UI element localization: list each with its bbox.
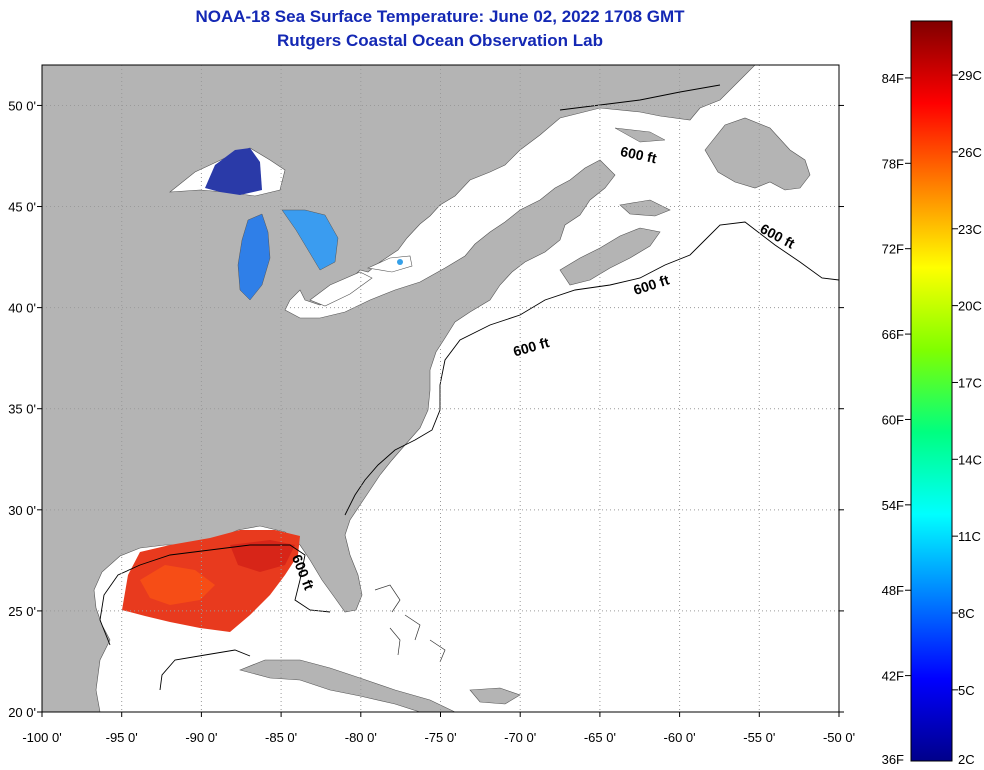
gulf-sst-patch-variation — [140, 565, 215, 605]
colorbar-f-label: 66F — [882, 327, 904, 342]
colorbar-c-label: 29C — [958, 68, 982, 83]
colorbar-f-label: 72F — [882, 242, 904, 257]
colorbar-f-label: 84F — [882, 71, 904, 86]
axis-ticks — [37, 104, 844, 717]
x-tick-label: -50 0' — [823, 730, 855, 745]
x-tick-label: -100 0' — [22, 730, 61, 745]
land-bahamas — [374, 584, 446, 663]
y-tick-label: 35 0' — [8, 402, 36, 417]
x-tick-label: -75 0' — [424, 730, 456, 745]
x-tick-label: -55 0' — [743, 730, 775, 745]
lake-superior-sst — [205, 148, 262, 195]
y-tick-label: 20 0' — [8, 705, 36, 720]
lake-erie — [309, 271, 373, 307]
colorbar-c-label: 17C — [958, 375, 982, 390]
chart-title: NOAA-18 Sea Surface Temperature: June 02… — [195, 7, 685, 26]
lake-huron-sst — [281, 209, 339, 271]
colorbar-c-label: 5C — [958, 683, 975, 698]
sst-map: 600 ft 600 ft 600 ft 600 ft 600 ft -100 … — [8, 64, 855, 745]
land-anticosti — [614, 127, 666, 143]
colorbar-c-label: 2C — [958, 752, 975, 767]
colorbar-f-label: 48F — [882, 583, 904, 598]
y-tick-label: 45 0' — [8, 200, 36, 215]
colorbar-f-label: 54F — [882, 498, 904, 513]
colorbar-c-label: 8C — [958, 606, 975, 621]
lake-ontario-sst — [397, 259, 403, 265]
colorbar-c-label: 11C — [958, 529, 981, 544]
land-cuba — [239, 659, 456, 712]
longitude-labels: -100 0' -95 0' -90 0' -85 0' -80 0' -75 0' -70… — [22, 730, 855, 745]
graticule — [42, 65, 839, 712]
colorbar-ticks — [905, 74, 958, 691]
colorbar-c-label: 23C — [958, 222, 982, 237]
colorbar-f-label: 60F — [882, 412, 904, 427]
x-tick-label: -80 0' — [345, 730, 377, 745]
x-tick-label: -65 0' — [584, 730, 616, 745]
colorbar-gradient — [910, 20, 953, 762]
gulf-sst-patch-warm — [230, 540, 295, 572]
isobath-contours — [99, 84, 839, 691]
colorbar-celsius-labels: 29C 26C 23C 20C 17C 14C 11C 8C 5C 2C — [958, 68, 982, 767]
colorbar-f-label: 78F — [882, 156, 904, 171]
land-hispaniola — [469, 687, 521, 705]
x-tick-label: -85 0' — [265, 730, 297, 745]
colorbar-f-label: 36F — [882, 752, 904, 767]
x-tick-label: -70 0' — [504, 730, 536, 745]
lake-michigan-sst — [237, 213, 271, 301]
land-nova-scotia — [559, 227, 661, 286]
y-tick-label: 30 0' — [8, 503, 36, 518]
land-mass — [42, 65, 756, 712]
land-newfoundland — [704, 117, 811, 191]
colorbar-c-label: 26C — [958, 145, 982, 160]
latitude-labels: 50 0' 45 0' 40 0' 35 0' 30 0' 25 0' 20 0' — [8, 98, 36, 720]
x-tick-label: -95 0' — [106, 730, 138, 745]
land-pei — [619, 199, 671, 217]
x-tick-label: -60 0' — [664, 730, 696, 745]
colorbar-f-label: 42F — [882, 669, 904, 684]
x-tick-label: -90 0' — [185, 730, 217, 745]
y-tick-label: 40 0' — [8, 301, 36, 316]
colorbar-fahrenheit-labels: 84F 78F 72F 66F 60F 54F 48F 42F 36F — [882, 71, 904, 767]
colorbar-c-label: 20C — [958, 299, 982, 314]
chart-subtitle: Rutgers Coastal Ocean Observation Lab — [277, 31, 603, 50]
colorbar-c-label: 14C — [958, 452, 982, 467]
isobath-label: 600 ft — [619, 143, 658, 166]
y-tick-label: 50 0' — [8, 98, 36, 113]
y-tick-label: 25 0' — [8, 604, 36, 619]
